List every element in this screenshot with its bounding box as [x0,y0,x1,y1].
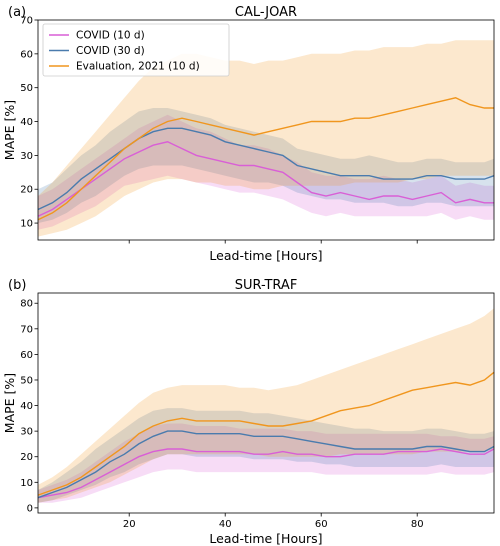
y-tick-label-0-2: 30 [20,151,33,162]
y-tick-label-0-6: 70 [20,16,33,27]
plot-frame-1 [37,292,495,514]
panel-b: 0 10 20 30 40 50 60 70 80 20 40 60 80 (b) SUR-TRAF Lead… [2,278,495,546]
band-0-0 [38,114,494,230]
y-tick-label-0-0: 10 [20,219,33,230]
y-axis-label-0: MAPE [%] [2,100,17,160]
y-tick-label-0-3: 40 [20,117,33,128]
series-line-1-1 [37,430,495,499]
y-tick-label-1-1: 10 [20,478,33,489]
chart-title-1: SUR-TRAF [235,278,298,293]
panel-label-1: (b) [8,278,26,293]
series-line-0-2 [37,97,494,221]
chart-title-0: CAL-JOAR [235,5,297,20]
y-tick-label-1-2: 20 [20,452,33,463]
y-tick-label-0-4: 50 [20,83,33,94]
y-tick-label-1-4: 40 [20,401,33,412]
band-0-2 [38,40,494,237]
y-tick-label-1-8: 80 [20,299,33,310]
legend-label-1: COVID (30 d) [76,45,145,57]
x-tick-label-1-2: 60 [315,519,328,530]
series-line-0-1 [37,127,495,211]
panel-a: 10 20 30 40 50 60 70(a) CAL-JOAR Lead-time [Hour… [2,5,495,263]
series-line-0-0 [37,141,494,217]
plot-frame-0 [37,19,495,241]
legend-label-2: Evaluation, 2021 (10 d) [76,61,200,73]
series-line-1-0 [37,448,495,499]
x-tick-label-1-3: 80 [411,519,424,530]
x-tick-label-1-1: 40 [219,519,232,530]
y-tick-label-1-0: 0 [27,503,33,514]
legend-label-0: COVID (10 d) [76,30,145,42]
y-tick-label-0-1: 20 [20,185,33,196]
band-1-0 [38,423,494,503]
x-axis-label-1: Lead-time [Hours] [209,531,322,546]
y-tick-label-1-5: 50 [20,375,33,386]
band-1-1 [38,408,494,503]
y-axis-label-1: MAPE [%] [2,373,17,433]
series-line-1-2 [37,371,495,496]
legend-box [42,23,230,77]
x-tick-label-1-0: 20 [123,519,136,530]
y-tick-label-0-5: 60 [20,49,33,60]
x-axis-label-0: Lead-time [Hours] [209,248,322,263]
band-0-1 [38,108,494,224]
y-tick-label-1-7: 70 [20,324,33,335]
y-tick-label-1-3: 30 [20,427,33,438]
y-tick-label-1-6: 60 [20,350,33,361]
panel-label-0: (a) [8,5,26,20]
